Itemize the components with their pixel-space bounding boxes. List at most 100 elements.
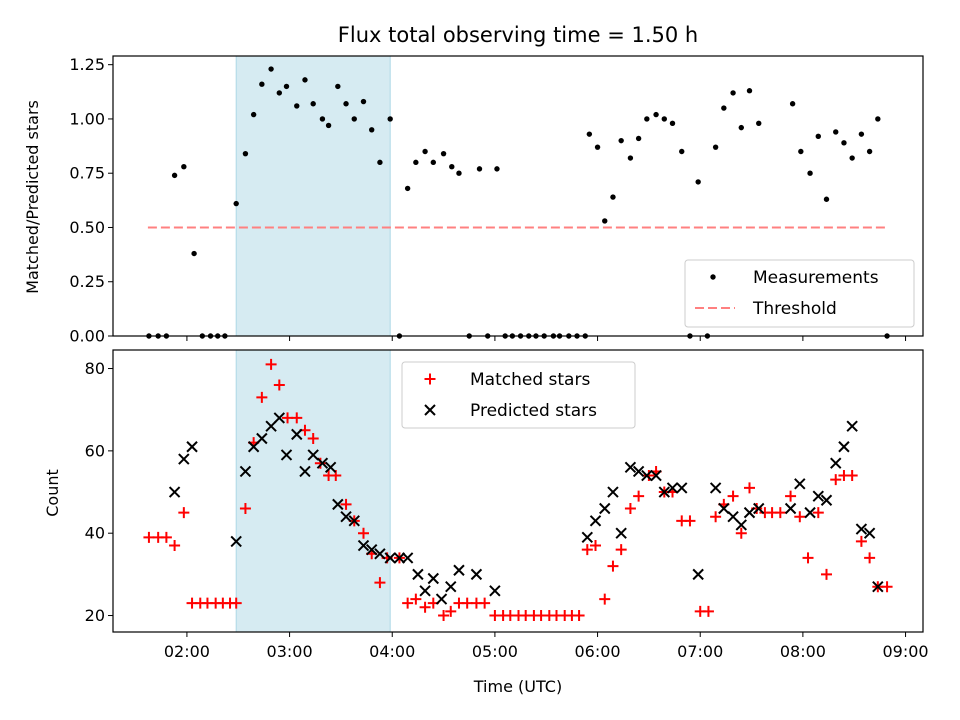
legend: Measurements Threshold xyxy=(684,259,915,328)
data-point xyxy=(340,498,352,510)
data-point xyxy=(377,159,383,166)
data-point xyxy=(343,101,349,107)
y-tick-label: 20 xyxy=(85,606,105,625)
data-point xyxy=(607,560,619,572)
data-point xyxy=(178,453,190,465)
bottom-y-axis-label: Count xyxy=(43,469,62,517)
data-point xyxy=(753,502,765,515)
data-point xyxy=(374,577,386,589)
data-point xyxy=(841,140,847,146)
data-point xyxy=(324,461,337,474)
data-point xyxy=(282,412,294,424)
y-tick-label: 80 xyxy=(85,359,105,378)
data-point xyxy=(590,540,602,552)
data-point xyxy=(412,568,424,581)
data-point xyxy=(427,572,440,585)
data-point xyxy=(445,581,457,593)
data-point xyxy=(307,449,319,461)
y-tick-label: 1.25 xyxy=(69,55,105,74)
y-tick-label: 0.75 xyxy=(69,164,105,183)
data-point xyxy=(168,486,181,498)
data-point xyxy=(316,457,329,469)
data-point xyxy=(160,531,172,543)
data-point xyxy=(387,116,393,122)
highlight-band xyxy=(235,55,391,337)
legend-marker xyxy=(424,404,436,416)
axes-frame xyxy=(112,55,924,337)
data-point xyxy=(812,490,824,502)
legend-label: Predicted stars xyxy=(470,401,597,421)
data-point xyxy=(684,515,696,527)
data-point xyxy=(351,116,357,122)
data-point xyxy=(599,593,611,605)
y-tick-label: 0.25 xyxy=(69,272,105,291)
data-point xyxy=(785,490,797,502)
data-point xyxy=(291,428,303,441)
x-tick-label: 04:00 xyxy=(369,642,415,661)
data-point xyxy=(875,116,881,122)
data-point xyxy=(340,511,352,523)
x-tick-label: 06:00 xyxy=(575,642,621,661)
data-point xyxy=(178,507,190,519)
x-tick-label: 09:00 xyxy=(882,642,928,661)
data-point xyxy=(440,150,447,157)
data-point xyxy=(435,593,448,605)
data-point xyxy=(849,155,855,161)
data-point xyxy=(259,81,265,87)
data-point xyxy=(607,486,619,498)
data-point xyxy=(643,470,655,482)
data-point xyxy=(653,111,659,118)
legend-box xyxy=(684,259,915,328)
data-point xyxy=(807,170,813,176)
data-point xyxy=(250,111,257,118)
data-point xyxy=(169,540,181,552)
data-point xyxy=(171,172,178,179)
data-point xyxy=(615,544,627,556)
data-point xyxy=(695,179,701,185)
x-tick-label: 03:00 xyxy=(267,642,313,661)
data-point xyxy=(855,523,868,535)
data-point xyxy=(866,148,873,155)
data-point xyxy=(325,122,332,129)
data-point xyxy=(476,166,483,172)
data-point xyxy=(830,474,842,486)
data-point xyxy=(833,129,839,135)
data-point xyxy=(191,250,197,257)
legend-label: Threshold xyxy=(752,299,837,319)
y-tick-label: 1.00 xyxy=(69,109,105,128)
data-point xyxy=(820,568,832,580)
data-point xyxy=(804,506,816,519)
data-point xyxy=(413,159,419,166)
y-tick-label: 0.50 xyxy=(69,218,105,237)
data-point xyxy=(744,482,756,494)
data-point xyxy=(798,148,804,155)
x-tick-label: 02:00 xyxy=(164,642,210,661)
data-point xyxy=(650,469,662,482)
data-point xyxy=(610,194,616,200)
data-point xyxy=(294,103,300,109)
data-point xyxy=(283,83,290,90)
data-point xyxy=(794,478,806,490)
data-point xyxy=(730,90,736,96)
data-point xyxy=(233,200,239,207)
data-point xyxy=(410,593,422,605)
data-point xyxy=(581,531,594,544)
data-point xyxy=(357,527,369,539)
y-tick-label: 40 xyxy=(85,524,105,543)
data-point xyxy=(453,564,465,576)
data-point xyxy=(602,218,608,224)
data-point xyxy=(709,482,722,494)
data-point xyxy=(599,502,611,515)
data-point xyxy=(679,148,685,155)
data-point xyxy=(632,465,645,478)
data-point xyxy=(846,420,858,432)
data-point xyxy=(186,441,198,453)
data-point xyxy=(721,105,727,111)
data-point xyxy=(784,502,797,515)
data-point xyxy=(384,552,396,564)
data-point xyxy=(789,101,796,107)
data-point xyxy=(239,465,252,478)
legend-marker xyxy=(424,373,436,385)
data-point xyxy=(430,159,437,166)
data-point xyxy=(618,137,624,144)
